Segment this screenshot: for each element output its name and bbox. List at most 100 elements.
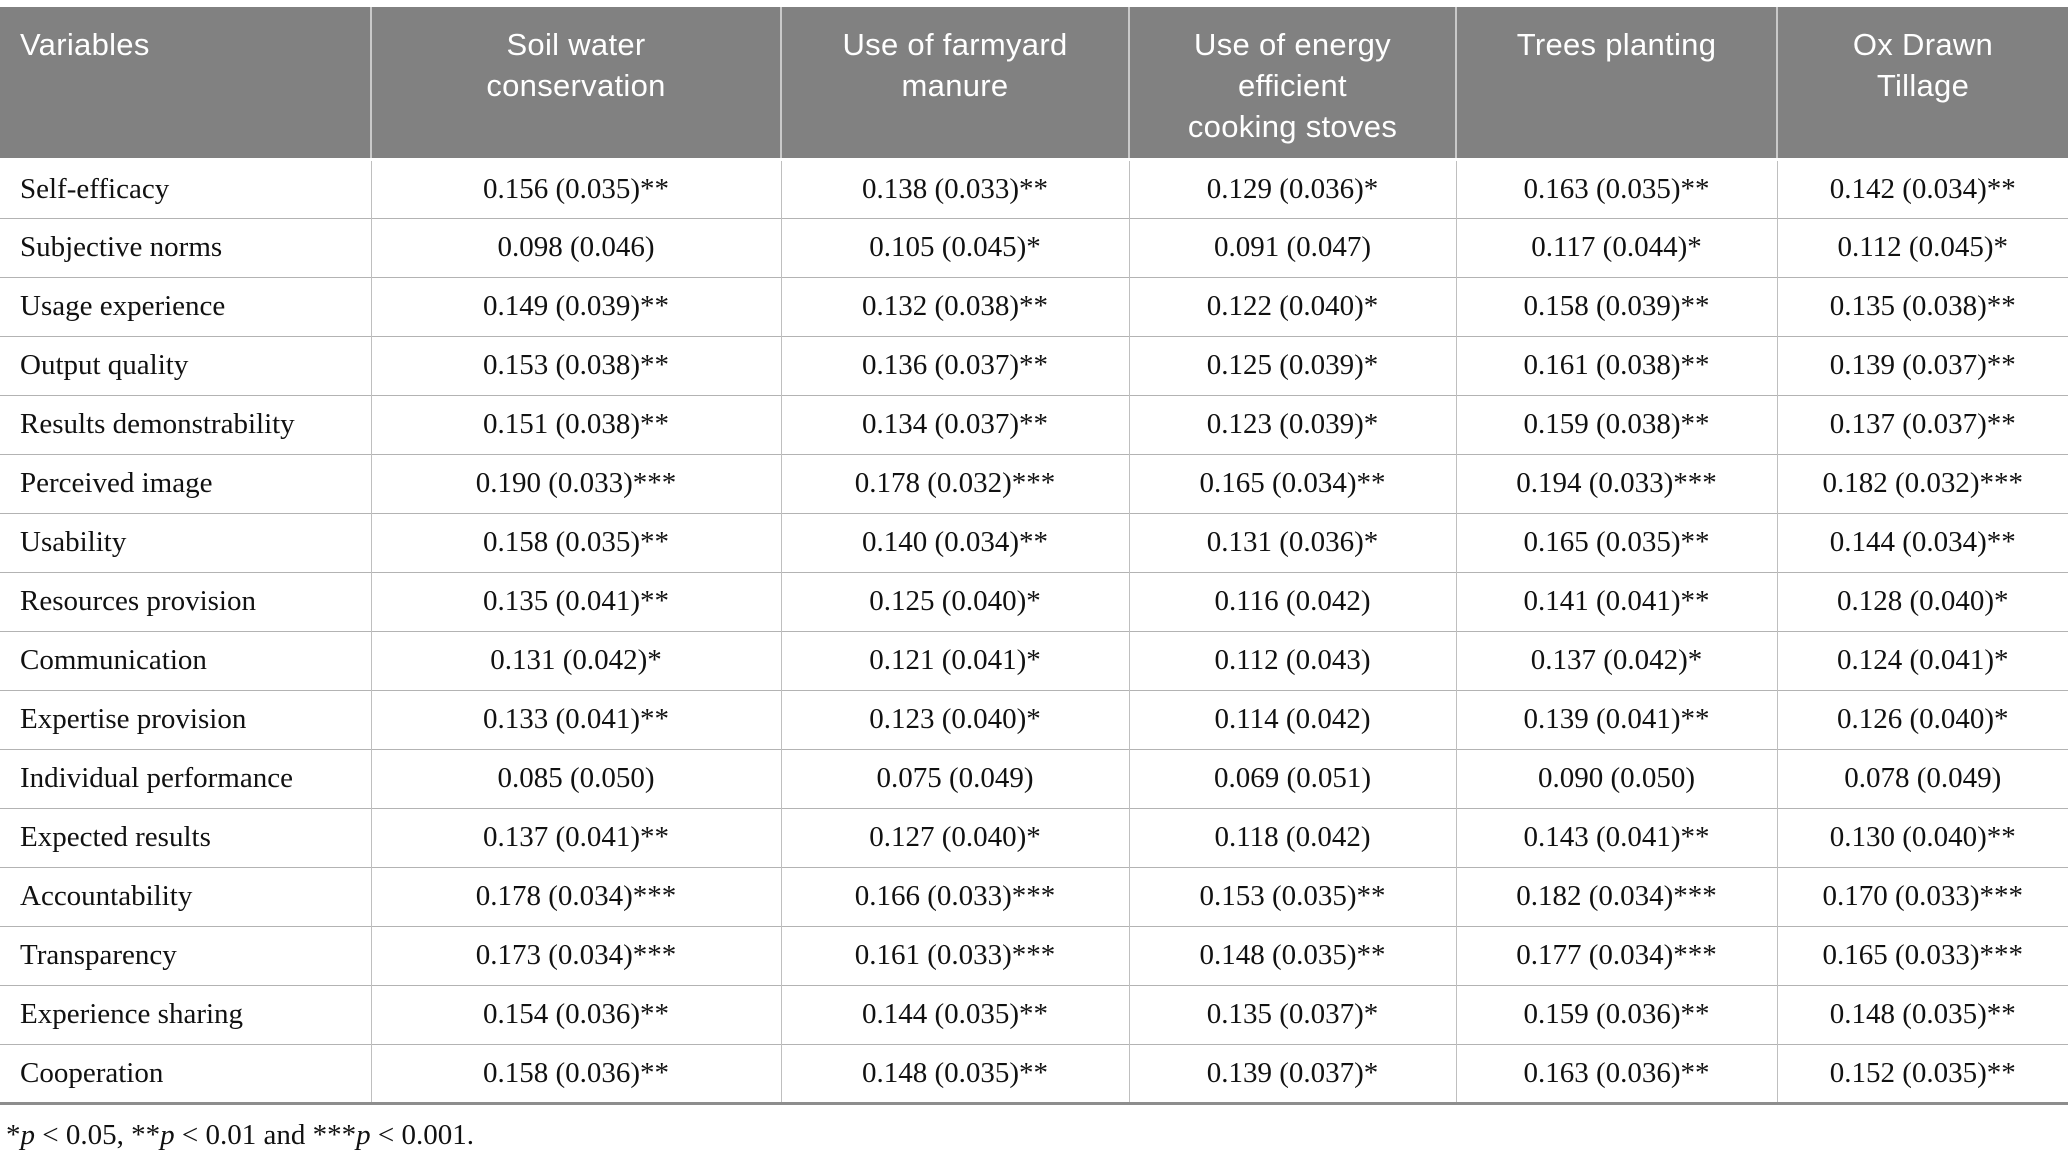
- coefficient-cell: 0.161 (0.038)**: [1455, 335, 1777, 396]
- table-row: Expertise provision 0.133 (0.041)** 0.123 …: [0, 689, 2068, 750]
- row-label: Expected results: [0, 807, 371, 868]
- coefficient-cell: 0.163 (0.035)**: [1455, 159, 1777, 219]
- coefficient-cell: 0.090 (0.050): [1455, 748, 1777, 809]
- coefficient-cell: 0.165 (0.035)**: [1455, 512, 1777, 573]
- row-label: Resources provision: [0, 571, 371, 632]
- table-row: Transparency 0.173 (0.034)*** 0.161 (0.033…: [0, 925, 2068, 986]
- coefficient-cell: 0.069 (0.051): [1128, 748, 1456, 809]
- table-row: Output quality 0.153 (0.038)** 0.136 (0.03…: [0, 335, 2068, 396]
- coefficient-cell: 0.091 (0.047): [1128, 217, 1456, 278]
- coefficient-cell: 0.127 (0.040)*: [780, 807, 1129, 868]
- table-body: Self-efficacy 0.156 (0.035)** 0.138 (0.033…: [0, 159, 2068, 1104]
- coefficient-cell: 0.126 (0.040)*: [1776, 689, 2068, 750]
- coefficient-cell: 0.085 (0.050): [370, 748, 781, 809]
- coefficient-cell: 0.182 (0.032)***: [1776, 453, 2068, 514]
- table-row: Resources provision 0.135 (0.041)** 0.125 …: [0, 571, 2068, 632]
- coefficient-cell: 0.137 (0.037)**: [1776, 394, 2068, 455]
- coefficient-cell: 0.154 (0.036)**: [370, 984, 781, 1045]
- coefficient-cell: 0.137 (0.042)*: [1455, 630, 1777, 691]
- coefficient-cell: 0.124 (0.041)*: [1776, 630, 2068, 691]
- table-row: Experience sharing 0.154 (0.036)** 0.144 (…: [0, 984, 2068, 1045]
- coefficient-cell: 0.158 (0.039)**: [1455, 276, 1777, 337]
- table-row: Accountability 0.178 (0.034)*** 0.166 (0.0…: [0, 866, 2068, 927]
- row-label: Communication: [0, 630, 371, 691]
- row-label: Self-efficacy: [0, 159, 371, 219]
- coefficient-cell: 0.163 (0.036)**: [1455, 1043, 1777, 1104]
- coefficient-cell: 0.165 (0.034)**: [1128, 453, 1456, 514]
- coefficient-cell: 0.178 (0.032)***: [780, 453, 1129, 514]
- footnote-p-symbol: p: [356, 1118, 371, 1151]
- column-header-ox-drawn-tillage: Ox Drawn Tillage: [1776, 7, 2068, 161]
- footnote-p-symbol: p: [160, 1118, 175, 1151]
- coefficient-cell: 0.159 (0.038)**: [1455, 394, 1777, 455]
- row-label: Accountability: [0, 866, 371, 927]
- table-row: Results demonstrability 0.151 (0.038)** 0.…: [0, 394, 2068, 455]
- coefficient-cell: 0.139 (0.037)**: [1776, 335, 2068, 396]
- coefficient-cell: 0.177 (0.034)***: [1455, 925, 1777, 986]
- table-row: Expected results 0.137 (0.041)** 0.127 (0.…: [0, 807, 2068, 868]
- coefficient-cell: 0.125 (0.040)*: [780, 571, 1129, 632]
- coefficient-cell: 0.135 (0.037)*: [1128, 984, 1456, 1045]
- row-label: Usability: [0, 512, 371, 573]
- column-header-soil-water-conservation: Soil water conservation: [370, 7, 781, 161]
- coefficient-cell: 0.148 (0.035)**: [1776, 984, 2068, 1045]
- coefficient-cell: 0.142 (0.034)**: [1776, 159, 2068, 219]
- table-row: Communication 0.131 (0.042)* 0.121 (0.041)…: [0, 630, 2068, 691]
- coefficient-cell: 0.152 (0.035)**: [1776, 1043, 2068, 1104]
- coefficient-cell: 0.166 (0.033)***: [780, 866, 1129, 927]
- coefficient-cell: 0.137 (0.041)**: [370, 807, 781, 868]
- coefficient-cell: 0.158 (0.036)**: [370, 1043, 781, 1104]
- coefficient-cell: 0.135 (0.041)**: [370, 571, 781, 632]
- coefficient-cell: 0.159 (0.036)**: [1455, 984, 1777, 1045]
- table-row: Subjective norms 0.098 (0.046) 0.105 (0.04…: [0, 217, 2068, 278]
- coefficient-cell: 0.153 (0.035)**: [1128, 866, 1456, 927]
- column-header-variables: Variables: [0, 7, 371, 161]
- coefficient-cell: 0.143 (0.041)**: [1455, 807, 1777, 868]
- footnote-text: *: [6, 1118, 21, 1151]
- row-label: Output quality: [0, 335, 371, 396]
- table-row: Usage experience 0.149 (0.039)** 0.132 (0.…: [0, 276, 2068, 337]
- coefficient-cell: 0.156 (0.035)**: [370, 159, 781, 219]
- footnote-text: < 0.05, **: [35, 1118, 161, 1151]
- coefficient-cell: 0.140 (0.034)**: [780, 512, 1129, 573]
- coefficient-cell: 0.078 (0.049): [1776, 748, 2068, 809]
- row-label: Cooperation: [0, 1043, 371, 1104]
- coefficient-cell: 0.139 (0.037)*: [1128, 1043, 1456, 1104]
- coefficient-cell: 0.165 (0.033)***: [1776, 925, 2068, 986]
- row-label: Individual performance: [0, 748, 371, 809]
- coefficient-cell: 0.123 (0.040)*: [780, 689, 1129, 750]
- coefficient-cell: 0.144 (0.035)**: [780, 984, 1129, 1045]
- coefficient-cell: 0.190 (0.033)***: [370, 453, 781, 514]
- coefficient-cell: 0.138 (0.033)**: [780, 159, 1129, 219]
- coefficient-cell: 0.170 (0.033)***: [1776, 866, 2068, 927]
- row-label: Perceived image: [0, 453, 371, 514]
- table-row: Perceived image 0.190 (0.033)*** 0.178 (0.…: [0, 453, 2068, 514]
- coefficient-cell: 0.136 (0.037)**: [780, 335, 1129, 396]
- coefficient-cell: 0.112 (0.043): [1128, 630, 1456, 691]
- row-label: Transparency: [0, 925, 371, 986]
- column-header-use-of-farmyard-manure: Use of farmyard manure: [780, 7, 1129, 161]
- coefficient-cell: 0.131 (0.036)*: [1128, 512, 1456, 573]
- coefficient-cell: 0.141 (0.041)**: [1455, 571, 1777, 632]
- coefficient-cell: 0.161 (0.033)***: [780, 925, 1129, 986]
- coefficient-cell: 0.144 (0.034)**: [1776, 512, 2068, 573]
- coefficient-cell: 0.151 (0.038)**: [370, 394, 781, 455]
- coefficient-cell: 0.132 (0.038)**: [780, 276, 1129, 337]
- coefficient-cell: 0.075 (0.049): [780, 748, 1129, 809]
- footnote-text: < 0.01 and ***: [174, 1118, 357, 1151]
- column-header-trees-planting: Trees planting: [1455, 7, 1777, 161]
- coefficient-cell: 0.153 (0.038)**: [370, 335, 781, 396]
- coefficient-cell: 0.149 (0.039)**: [370, 276, 781, 337]
- regression-results-table: Variables Soil water conservation Use of f…: [0, 7, 2068, 1105]
- footnote-text: < 0.001.: [370, 1118, 474, 1151]
- coefficient-cell: 0.139 (0.041)**: [1455, 689, 1777, 750]
- table-header: Variables Soil water conservation Use of f…: [0, 7, 2068, 161]
- table-row: Individual performance 0.085 (0.050) 0.075…: [0, 748, 2068, 809]
- coefficient-cell: 0.105 (0.045)*: [780, 217, 1129, 278]
- table-row: Self-efficacy 0.156 (0.035)** 0.138 (0.033…: [0, 159, 2068, 219]
- coefficient-cell: 0.128 (0.040)*: [1776, 571, 2068, 632]
- significance-footnote: *p < 0.05, **p < 0.01 and ***p < 0.001.: [6, 1119, 2068, 1152]
- footnote-p-symbol: p: [20, 1118, 36, 1151]
- coefficient-cell: 0.129 (0.036)*: [1128, 159, 1456, 219]
- coefficient-cell: 0.158 (0.035)**: [370, 512, 781, 573]
